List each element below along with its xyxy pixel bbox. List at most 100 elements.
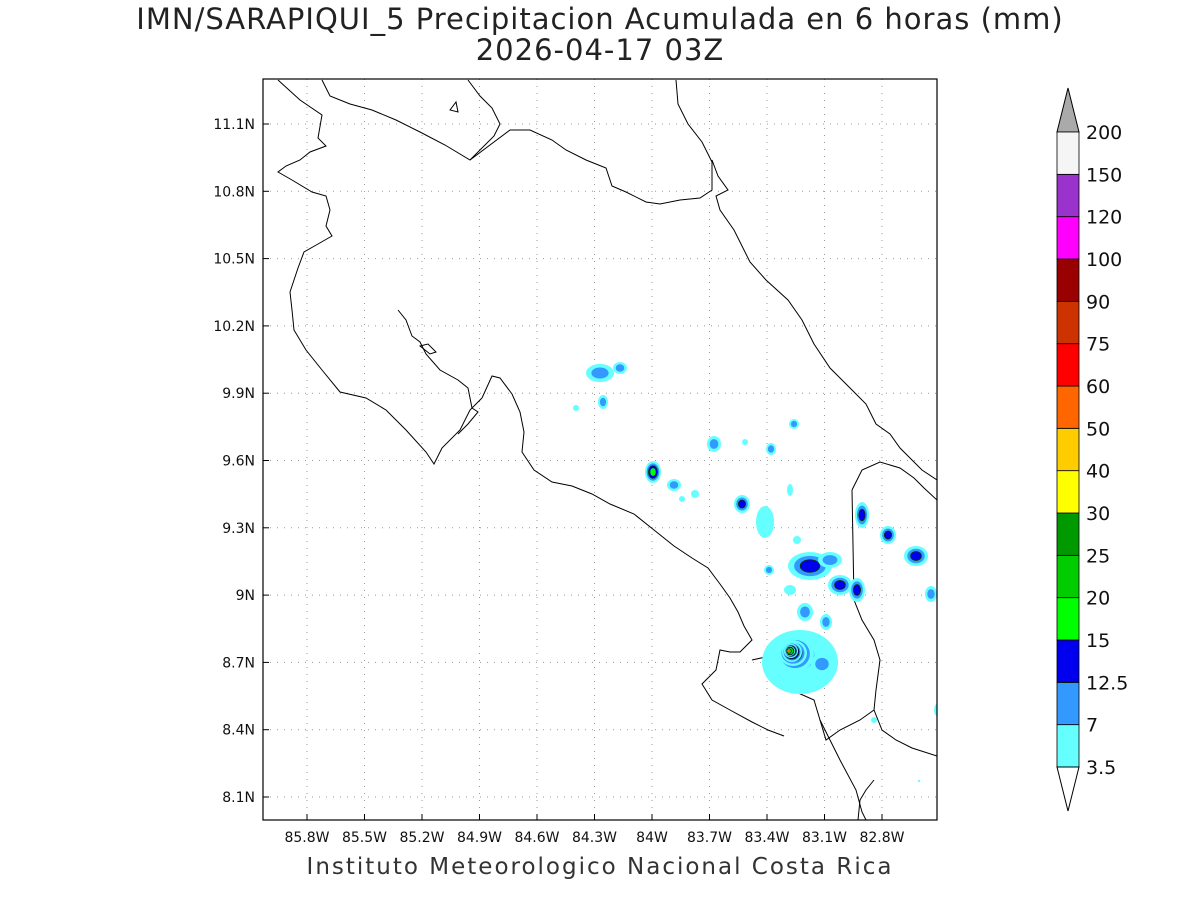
precip-contour — [910, 551, 922, 561]
x-tick-label: 84.6W — [514, 830, 559, 846]
precip-contour — [927, 589, 935, 599]
colorbar-label: 15 — [1086, 630, 1110, 652]
precip-contour — [834, 580, 846, 590]
plot-frame — [262, 78, 938, 821]
precip-contour — [884, 531, 892, 539]
colorbar-segment — [1056, 427, 1080, 472]
colorbar-segment — [1056, 512, 1080, 556]
precip-contour-line — [858, 508, 866, 522]
precip-contour — [591, 367, 609, 379]
precip-contour-line — [834, 580, 846, 590]
x-tick-label: 84.3W — [572, 830, 617, 846]
y-tick-label: 8.1N — [222, 790, 255, 806]
precip-contour — [822, 617, 830, 627]
precip-contour — [765, 566, 773, 574]
colorbar-segment — [1056, 131, 1080, 175]
colorbar-label: 120 — [1086, 207, 1122, 229]
y-tick-label: 9.3N — [222, 521, 255, 537]
colorbar-segment — [1056, 258, 1080, 302]
precip-contour — [871, 717, 877, 723]
precip-contour — [767, 445, 775, 453]
x-tick-label: 84W — [636, 830, 668, 846]
precip-contour — [650, 468, 656, 476]
colorbar-label: 20 — [1086, 588, 1110, 610]
y-tick-label: 9.6N — [222, 454, 255, 470]
precip-contour — [573, 405, 579, 411]
precip-contour — [709, 439, 719, 449]
precip-contour-line — [648, 465, 658, 479]
precip-contour — [917, 779, 921, 783]
map-grid — [263, 79, 937, 820]
precip-contour — [853, 584, 861, 596]
colorbar-label: 100 — [1086, 249, 1122, 271]
y-tick-label: 9.9N — [222, 386, 255, 402]
precip-contour — [738, 500, 746, 508]
precip-contour — [742, 439, 748, 445]
y-tick-label: 11.1N — [213, 117, 255, 133]
precip-contour — [784, 585, 796, 595]
x-tick-label: 83.4W — [744, 830, 789, 846]
colorbar-label: 150 — [1086, 164, 1122, 186]
precip-contour-line — [853, 584, 861, 596]
colorbar-segment — [1056, 597, 1080, 641]
precip-contour-line — [799, 559, 821, 573]
colorbar-segment — [1056, 343, 1080, 387]
y-tick-label: 10.8N — [213, 184, 255, 200]
map-title: IMN/SARAPIQUI_5 Precipitacion Acumulada … — [136, 2, 1064, 36]
x-tick-label: 83.1W — [802, 830, 847, 846]
precip-contour-line — [910, 551, 922, 561]
y-tick-label: 8.7N — [222, 655, 255, 671]
colorbar-segment — [1056, 639, 1080, 683]
precip-contour — [793, 536, 801, 544]
map-date: 2026-04-17 03Z — [475, 33, 725, 67]
precip-contour — [934, 704, 937, 716]
colorbar-label: 40 — [1086, 461, 1110, 483]
precip-contour-line — [786, 648, 792, 654]
precip-contour — [800, 606, 810, 618]
colorbar-segment — [1056, 724, 1080, 768]
colorbar-label: 60 — [1086, 376, 1110, 398]
y-axis-ticks: 11.1N 10.8N 10.5N 10.2N 9.9N 9.6N 9.3N 9N 8.7N 8.… — [213, 117, 255, 806]
y-tick-label: 10.2N — [213, 319, 255, 335]
precip-contour — [679, 496, 685, 502]
colorbar-segment — [1056, 470, 1080, 514]
x-tick-label: 85.8W — [284, 830, 329, 846]
x-axis-ticks: 85.8W 85.5W 85.2W 84.9W 84.6W 84.3W 84W 83.7W 83… — [284, 830, 904, 846]
precip-contour — [787, 649, 791, 653]
colorbar-min-arrow — [1056, 766, 1080, 812]
precip-contour-line — [884, 530, 892, 540]
x-tick-label: 85.5W — [342, 830, 387, 846]
precip-contour-line — [738, 499, 746, 509]
footer-credit: Instituto Meteorologico Nacional Costa R… — [306, 854, 894, 880]
colorbar-segment — [1056, 173, 1080, 218]
x-tick-label: 82.8W — [859, 830, 904, 846]
precip-contour — [858, 509, 866, 521]
colorbar-label: 90 — [1086, 291, 1110, 313]
y-tick-label: 9N — [236, 588, 255, 604]
y-tick-label: 8.4N — [222, 723, 255, 739]
colorbar-segment — [1056, 554, 1080, 599]
precip-contour — [691, 490, 699, 498]
colorbar-label: 50 — [1086, 418, 1110, 440]
precip-contour — [599, 397, 607, 407]
y-tick-label: 10.5N — [213, 252, 255, 268]
colorbar-label: 25 — [1086, 545, 1110, 567]
precip-contour — [822, 555, 838, 565]
precip-contour — [756, 506, 774, 538]
precip-contour — [790, 420, 798, 428]
precip-contour — [815, 657, 829, 671]
precip-contour — [787, 484, 793, 496]
coastline — [277, 79, 937, 820]
x-tick-label: 83.7W — [687, 830, 732, 846]
x-tick-label: 85.2W — [399, 830, 444, 846]
precip-contour — [669, 481, 679, 489]
colorbar-segment — [1056, 681, 1080, 726]
precip-contour — [800, 559, 820, 573]
colorbar: 3.5 7 12.5 15 20 25 30 40 50 60 75 90 100 120 150 200 — [1056, 87, 1128, 812]
colorbar-segment — [1056, 216, 1080, 260]
colorbar-label: 75 — [1086, 334, 1110, 356]
colorbar-label: 7 — [1086, 715, 1098, 737]
precipitation-field — [573, 362, 937, 783]
colorbar-label: 30 — [1086, 503, 1110, 525]
